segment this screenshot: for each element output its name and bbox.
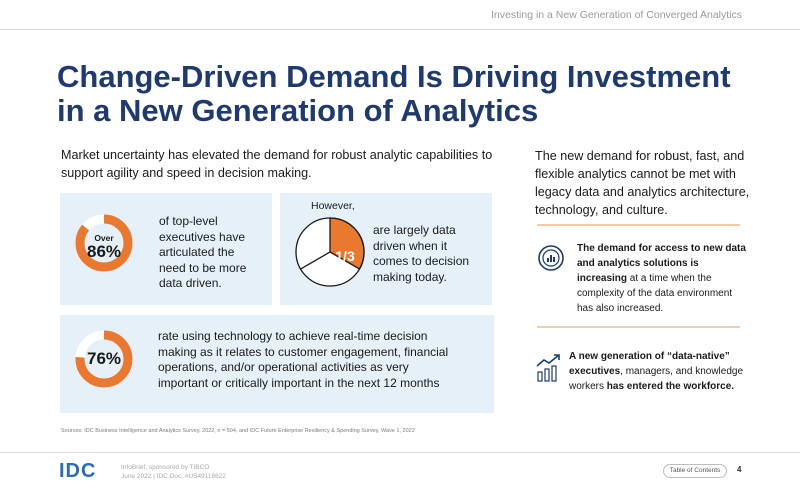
stat-card-86: Over 86% of top-level executives have ar…	[60, 193, 272, 305]
orange-divider-top	[537, 224, 740, 226]
donut-86-chart	[75, 214, 133, 272]
page-number: 4	[737, 465, 742, 474]
right-item-2-text: A new generation of “data-native” execut…	[569, 349, 749, 394]
right-intro-text: The new demand for robust, fast, and fle…	[535, 149, 750, 217]
donut-86-value-arc	[75, 214, 133, 272]
donut-76-chart	[75, 330, 133, 388]
right-item-1-text: The demand for access to new data and an…	[577, 241, 747, 316]
stat-third-value: 1/3	[335, 248, 355, 264]
header-divider	[0, 29, 800, 30]
intro-text: Market uncertainty has elevated the dema…	[61, 148, 493, 180]
right-item-2-bold-1: A new generation of “data-native” execut…	[569, 351, 730, 377]
stat-third-text: are largely data driven when it comes to…	[373, 223, 470, 284]
orange-divider-bottom	[537, 326, 740, 328]
stat-86-prefix: Over	[94, 233, 114, 243]
stat-card-one-third: However, 1/3 are largely data driven whe…	[280, 193, 492, 305]
stat-card-76: 76% rate using technology to achieve rea…	[60, 315, 494, 413]
table-of-contents-button[interactable]: Table of Contents	[663, 464, 727, 478]
footer-meta-line-1: InfoBrief, sponsored by TIBCO	[121, 464, 210, 471]
stat-76-text: rate using technology to achieve real-ti…	[158, 329, 449, 390]
stat-76-value: 76%	[86, 349, 122, 368]
right-item-1-rest: at a time when the complexity of the dat…	[577, 273, 733, 314]
stat-86-value: 86%	[86, 242, 122, 261]
growth-bars-icon	[536, 354, 560, 382]
source-note: Sources: IDC Business Intelligence and A…	[61, 428, 415, 434]
pie-divider-line	[300, 251, 331, 270]
footer-meta: InfoBrief, sponsored by TIBCO June 2022 …	[121, 463, 226, 481]
header-title: Investing in a New Generation of Converg…	[491, 9, 742, 21]
analytics-chart-icon	[538, 245, 564, 271]
page-title-line-2: in a New Generation of Analytics	[57, 93, 539, 128]
footer-divider	[0, 452, 800, 453]
page-title: Change-Driven Demand Is Driving Investme…	[57, 60, 757, 128]
idc-logo: IDC	[59, 460, 97, 482]
right-item-1-bold: The demand for access to new data and an…	[577, 243, 746, 284]
right-item-2-mid: , managers, and knowledge workers	[569, 366, 744, 392]
stat-third-lead: However,	[311, 200, 355, 212]
pie-one-third-chart: 1/3	[295, 217, 365, 287]
footer-meta-line-2: June 2022 | IDC Doc. #US49118622	[121, 473, 226, 480]
donut-76-value-arc	[75, 330, 133, 388]
page-title-line-1: Change-Driven Demand Is Driving Investme…	[57, 59, 731, 94]
right-item-2-bold-2: has entered the workforce.	[606, 381, 735, 392]
pie-one-third-slice	[329, 217, 365, 270]
stat-86-text: of top-level executives have articulated…	[159, 214, 247, 290]
